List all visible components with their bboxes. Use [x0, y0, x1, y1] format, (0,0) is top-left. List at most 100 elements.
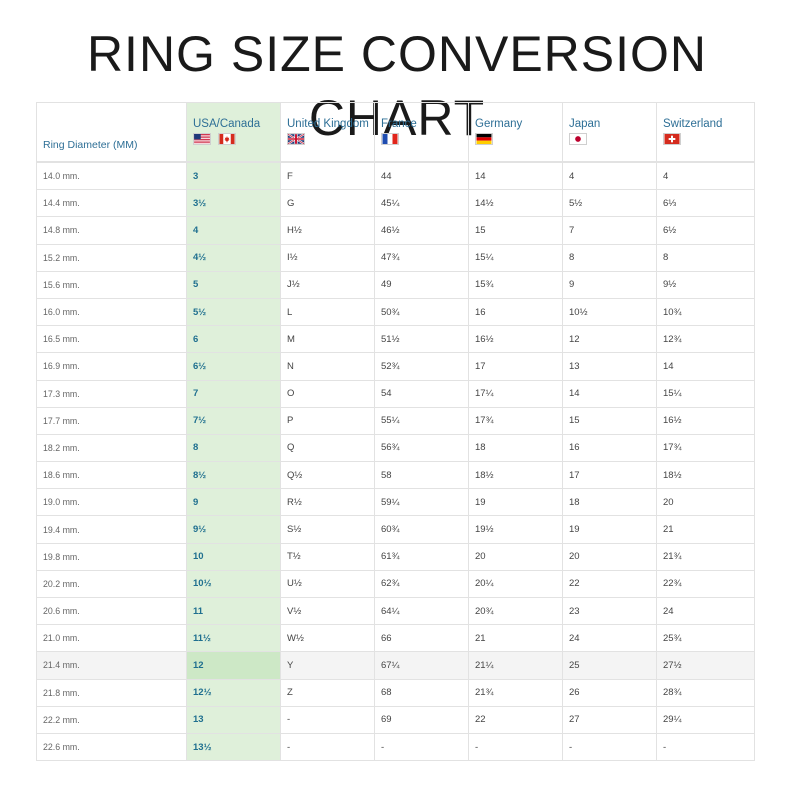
- cell-germany: 14: [468, 162, 563, 191]
- cell-japan: 26: [562, 679, 657, 707]
- cell-japan: 4: [562, 162, 657, 191]
- table-row: 18.2 mm. 8 Q 56¾ 18 16 17¾: [36, 434, 755, 463]
- cell-france: 59¼: [374, 488, 469, 517]
- cell-germany: 14½: [468, 189, 563, 218]
- cell-germany: 20: [468, 543, 563, 571]
- cell-united-kingdom: V½: [280, 597, 375, 626]
- header-united-kingdom-label: United Kingdom: [287, 117, 369, 130]
- cell-usa-canada: 11: [186, 597, 281, 626]
- table-row: 22.2 mm. 13-69 22 27 29¼: [36, 706, 755, 734]
- cell-ring-diameter: 14.0 mm.: [36, 162, 187, 191]
- cell-ring-diameter: 20.2 mm.: [36, 570, 187, 599]
- cell-france: 54: [374, 380, 469, 408]
- cell-japan: 14: [562, 380, 657, 408]
- ring-size-table: Ring Diameter (MM) USA/Canada: [36, 102, 755, 762]
- cell-switzerland: 15¼: [656, 380, 755, 408]
- japan-flags: [569, 132, 656, 147]
- canada-flag-icon: [218, 132, 237, 145]
- cell-united-kingdom: L: [280, 298, 375, 327]
- table-row: 14.4 mm. 3½ G 45¼ 14½ 5½ 6⅓: [36, 189, 755, 218]
- cell-switzerland: 6½: [656, 216, 755, 245]
- cell-united-kingdom: N: [280, 352, 375, 381]
- cell-japan: 25: [562, 651, 657, 680]
- cell-germany: 18½: [468, 461, 563, 490]
- uk-flags: [287, 132, 374, 147]
- cell-france: 47¾: [374, 244, 469, 272]
- cell-usa-canada: 9½: [186, 515, 281, 544]
- cell-united-kingdom: Y: [280, 651, 375, 680]
- cell-ring-diameter: 14.8 mm.: [36, 216, 187, 245]
- header-usa-canada-label: USA/Canada: [193, 117, 261, 130]
- cell-japan: 10½: [562, 298, 657, 327]
- cell-switzerland: 24: [656, 597, 755, 626]
- header-usa-canada: USA/Canada: [186, 102, 281, 163]
- table-body: 14.0 mm. 3 F 44 14 4 4 14.4 mm. 3½ G 45¼ 14½ 5½ 6⅓ 14.…: [36, 162, 755, 762]
- cell-usa-canada: 10: [186, 543, 281, 571]
- header-germany-label: Germany: [475, 117, 523, 130]
- cell-united-kingdom: -: [280, 706, 375, 734]
- cell-germany: 20¾: [468, 597, 563, 626]
- cell-united-kingdom: R½: [280, 488, 375, 517]
- header-france: France: [374, 102, 469, 163]
- cell-japan: 8: [562, 244, 657, 272]
- cell-usa-canada: 10½: [186, 570, 281, 599]
- cell-switzerland: 6⅓: [656, 189, 755, 218]
- table-row: 15.2 mm. 4½ I½ 47¾ 15¼ 8 8: [36, 244, 755, 272]
- cell-united-kingdom: -: [280, 733, 375, 762]
- cell-switzerland: 25¾: [656, 624, 755, 653]
- cell-france: 52¾: [374, 352, 469, 381]
- cell-japan: 7: [562, 216, 657, 245]
- cell-japan: 9: [562, 271, 657, 299]
- table-row: 15.6 mm. 5 J½ 49 15¾ 9 9½: [36, 271, 755, 299]
- cell-france: 51½: [374, 325, 469, 354]
- table-row: 21.0 mm. 11½ W½ 66 21 24 25¾: [36, 624, 755, 653]
- header-switzerland-label: Switzerland: [663, 117, 723, 130]
- cell-usa-canada: 11½: [186, 624, 281, 653]
- cell-ring-diameter: 21.0 mm.: [36, 624, 187, 653]
- cell-france: 66: [374, 624, 469, 653]
- cell-united-kingdom: H½: [280, 216, 375, 245]
- cell-usa-canada: 5: [186, 271, 281, 299]
- cell-united-kingdom: J½: [280, 271, 375, 299]
- cell-france: 46½: [374, 216, 469, 245]
- cell-usa-canada: 3½: [186, 189, 281, 218]
- cell-ring-diameter: 22.6 mm.: [36, 733, 187, 762]
- switzerland-flags: [663, 132, 754, 147]
- cell-usa-canada: 7: [186, 380, 281, 408]
- cell-switzerland: 17¾: [656, 434, 755, 463]
- cell-france: 64¼: [374, 597, 469, 626]
- cell-united-kingdom: M: [280, 325, 375, 354]
- table-row: 22.6 mm. 13½ - - - - -: [36, 733, 755, 762]
- cell-ring-diameter: 18.6 mm.: [36, 461, 187, 490]
- cell-usa-canada: 5½: [186, 298, 281, 327]
- cell-ring-diameter: 14.4 mm.: [36, 189, 187, 218]
- cell-japan: 24: [562, 624, 657, 653]
- cell-france: 50¾: [374, 298, 469, 327]
- cell-switzerland: 22¾: [656, 570, 755, 599]
- cell-united-kingdom: G: [280, 189, 375, 218]
- cell-japan: 19: [562, 515, 657, 544]
- cell-ring-diameter: 17.3 mm.: [36, 380, 187, 408]
- header-switzerland: Switzerland: [656, 102, 755, 163]
- cell-japan: 23: [562, 597, 657, 626]
- cell-switzerland: -: [656, 733, 755, 762]
- cell-usa-canada: 13: [186, 706, 281, 734]
- cell-japan: 16: [562, 434, 657, 463]
- cell-japan: 12: [562, 325, 657, 354]
- cell-ring-diameter: 21.8 mm.: [36, 679, 187, 707]
- france-flags: [381, 132, 468, 147]
- table-row: 17.7 mm. 7½ P 55¼ 17¾ 15 16½: [36, 407, 755, 435]
- table-row: 19.4 mm. 9½ S½ 60¾ 19½ 19 21: [36, 515, 755, 544]
- cell-japan: 5½: [562, 189, 657, 218]
- header-france-label: France: [381, 117, 417, 130]
- cell-switzerland: 18½: [656, 461, 755, 490]
- cell-germany: 18: [468, 434, 563, 463]
- cell-germany: 17¾: [468, 407, 563, 435]
- cell-france: 44: [374, 162, 469, 191]
- cell-france: 60¾: [374, 515, 469, 544]
- cell-germany: 15: [468, 216, 563, 245]
- cell-united-kingdom: F: [280, 162, 375, 191]
- cell-united-kingdom: S½: [280, 515, 375, 544]
- switzerland-flag-icon: [663, 132, 681, 145]
- cell-ring-diameter: 15.2 mm.: [36, 244, 187, 272]
